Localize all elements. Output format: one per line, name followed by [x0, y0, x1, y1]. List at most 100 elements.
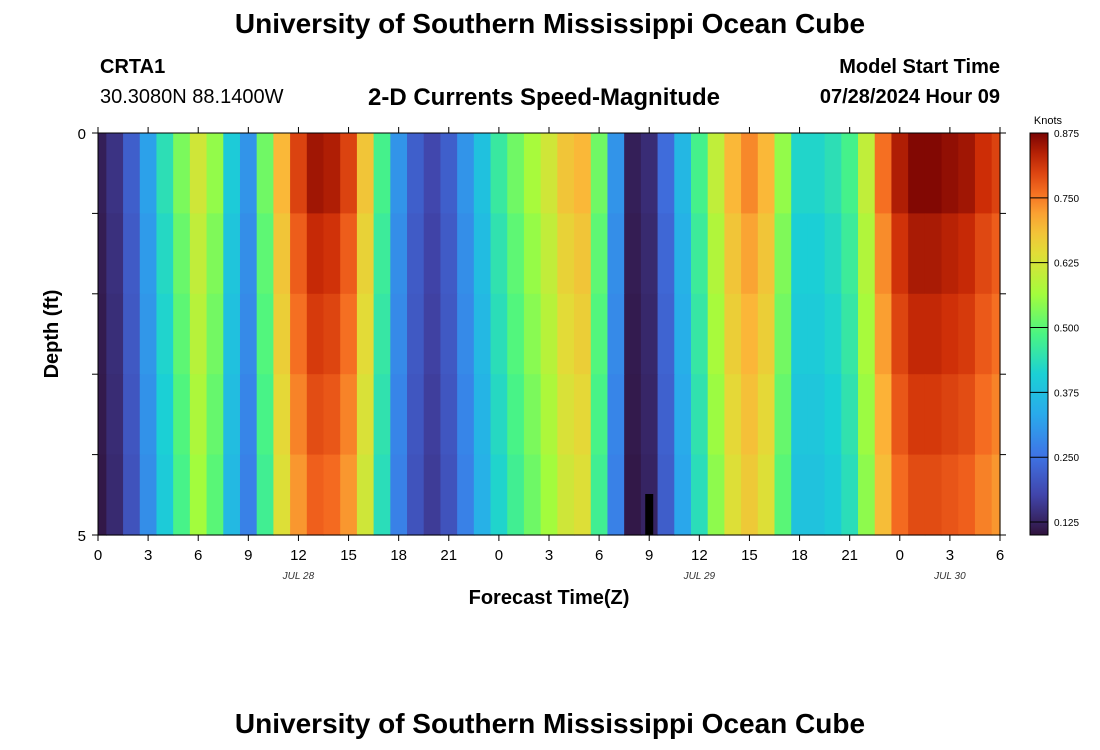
heatmap-cell — [189, 374, 208, 456]
heatmap-cell — [908, 374, 926, 456]
heatmap-cell — [841, 293, 859, 375]
heatmap-cell — [306, 133, 325, 214]
heatmap-cell — [423, 213, 442, 295]
heatmap-cell — [891, 454, 909, 536]
heatmap-cell — [924, 213, 943, 295]
heatmap-cell — [490, 454, 508, 536]
heatmap-cell — [373, 213, 391, 295]
heatmap-cell — [106, 454, 124, 536]
heatmap-cell — [206, 374, 224, 456]
heatmap-cell — [407, 293, 425, 375]
heatmap-cell — [690, 133, 709, 214]
heatmap-cell — [824, 374, 842, 456]
heatmap-cell — [156, 213, 174, 295]
heatmap-cell — [607, 293, 625, 375]
heatmap-cell — [958, 213, 976, 295]
heatmap-cell — [98, 293, 107, 375]
heatmap-cell — [724, 374, 742, 456]
heatmap-cell — [490, 213, 508, 295]
x-tick-label: 9 — [244, 547, 252, 564]
heatmap-cell — [123, 213, 141, 295]
heatmap-cell — [824, 213, 842, 295]
heatmap-cell — [774, 454, 792, 536]
colorbar-tick-label: 0.875 — [1054, 129, 1079, 140]
heatmap-cell — [824, 133, 842, 214]
heatmap-cell — [340, 454, 358, 536]
heatmap-cell — [607, 374, 625, 456]
x-tick-label: 6 — [194, 547, 202, 564]
y-tick-label: 5 — [78, 528, 86, 545]
heatmap-cell — [807, 133, 826, 214]
heatmap-cell — [574, 213, 592, 295]
heatmap-cell — [941, 374, 959, 456]
heatmap-cell — [306, 213, 325, 295]
x-tick-label: 3 — [946, 547, 954, 564]
heatmap-cell — [791, 293, 809, 375]
heatmap-cell — [574, 454, 592, 536]
heatmap-cell — [924, 454, 943, 536]
heatmap-cell — [457, 213, 475, 295]
heatmap-cell — [974, 213, 993, 295]
heatmap-cell — [741, 133, 759, 214]
heatmap-cell — [991, 454, 1001, 536]
heatmap-cell — [724, 213, 742, 295]
heatmap-cell — [507, 133, 525, 214]
heatmap-cell — [991, 293, 1001, 375]
heatmap-cell — [323, 213, 341, 295]
heatmap-cell — [440, 454, 458, 536]
heatmap-cell — [507, 374, 525, 456]
heatmap-cell — [991, 133, 1001, 214]
y-tick-label: 0 — [78, 126, 86, 143]
heatmap-cell — [323, 454, 341, 536]
heatmap-cell — [891, 293, 909, 375]
heatmap-cell — [891, 133, 909, 214]
heatmap-cell — [523, 293, 542, 375]
heatmap-cell — [724, 454, 742, 536]
heatmap-cell — [239, 293, 258, 375]
heatmap-cell — [807, 374, 826, 456]
heatmap-cell — [607, 213, 625, 295]
y-axis-label: Depth (ft) — [41, 290, 63, 379]
heatmap-cell — [490, 293, 508, 375]
x-tick-label: 0 — [94, 547, 102, 564]
date-label: JUL 29 — [683, 571, 716, 582]
heatmap-cell — [841, 374, 859, 456]
heatmap-cell — [356, 454, 375, 536]
x-tick-label: 0 — [896, 547, 904, 564]
heatmap-cell — [189, 293, 208, 375]
heatmap-cell — [858, 133, 876, 214]
heatmap-cell — [757, 454, 776, 536]
heatmap-cell — [523, 374, 542, 456]
heatmap-cell — [440, 374, 458, 456]
heatmap-cell — [457, 133, 475, 214]
heatmap-cell — [941, 293, 959, 375]
station-id: CRTA1 — [100, 56, 166, 78]
heatmap-cell — [290, 133, 308, 214]
heatmap-cell — [173, 293, 191, 375]
heatmap-cell — [991, 213, 1001, 295]
heatmap-cell — [941, 133, 959, 214]
heatmap-cell — [457, 374, 475, 456]
heatmap-cell — [98, 213, 107, 295]
heatmap-cell — [908, 293, 926, 375]
y-axis: 05 — [78, 126, 1006, 545]
heatmap-cell — [908, 133, 926, 214]
heatmap-cell — [156, 293, 174, 375]
heatmap-cell — [156, 454, 174, 536]
heatmap-cell — [490, 374, 508, 456]
heatmap-cell — [924, 133, 943, 214]
heatmap-cell — [540, 213, 558, 295]
x-tick-label: 9 — [645, 547, 653, 564]
heatmap-cell — [123, 293, 141, 375]
heatmap-cell — [841, 133, 859, 214]
heatmap-cell — [824, 293, 842, 375]
heatmap-cell — [657, 213, 675, 295]
heatmap-cell — [290, 293, 308, 375]
heatmap-cell — [239, 133, 258, 214]
heatmap-cell — [958, 454, 976, 536]
no-data-mark — [645, 494, 654, 535]
heatmap-cell — [373, 454, 391, 536]
product-title: 2-D Currents Speed-Magnitude — [368, 84, 721, 111]
heatmap-cell — [657, 454, 675, 536]
heatmap-cell — [323, 293, 341, 375]
